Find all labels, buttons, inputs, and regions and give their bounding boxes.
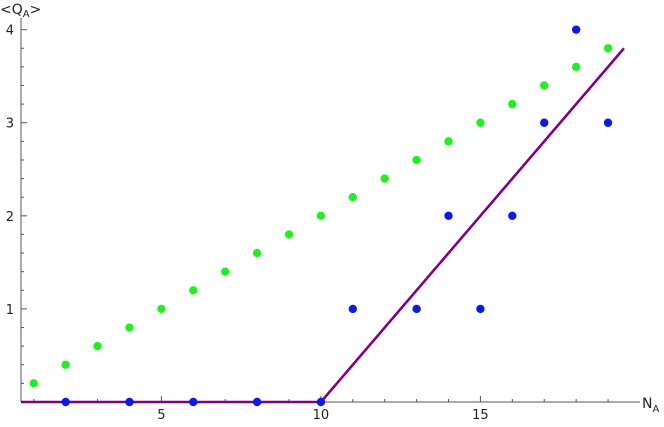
y-tick-label: 1 (6, 303, 14, 318)
ticks (21, 29, 609, 402)
y-axis-title-subscript: A (23, 9, 30, 20)
data-point (380, 174, 389, 183)
data-point (93, 341, 102, 351)
y-tick-label: 2 (6, 210, 14, 225)
data-point (61, 360, 70, 369)
data-point (220, 267, 230, 276)
data-point (252, 248, 262, 258)
data-point (540, 118, 549, 127)
axes (20, 18, 640, 403)
y-axis-title: <QA> (0, 2, 41, 20)
x-axis-title-main: N (642, 396, 652, 412)
y-axis-title-prefix: <Q (0, 2, 23, 18)
series-layer (21, 25, 625, 407)
data-point (476, 118, 485, 127)
data-point (348, 193, 358, 202)
data-point (29, 379, 38, 388)
data-point (316, 397, 326, 407)
data-point (603, 118, 613, 127)
data-point (444, 211, 453, 221)
data-point (412, 155, 421, 165)
data-point (316, 211, 326, 221)
data-point (508, 99, 517, 109)
x-axis-title: NA (642, 396, 659, 415)
data-point (412, 304, 421, 314)
y-axis-title-suffix: > (30, 2, 42, 18)
data-point (252, 397, 262, 407)
data-point (444, 137, 453, 146)
data-point (189, 397, 198, 407)
data-point (348, 304, 358, 314)
y-tick-label: 4 (6, 24, 14, 39)
data-point (61, 397, 70, 407)
tick-labels: 5 10 15 1 2 3 4 (6, 24, 489, 423)
data-point (157, 304, 166, 314)
data-point (189, 286, 198, 295)
x-tick-label: 5 (157, 408, 165, 423)
data-point (476, 304, 485, 314)
data-point (603, 44, 613, 53)
scatter-series (61, 25, 613, 407)
data-point (571, 25, 581, 34)
y-tick-label: 3 (6, 117, 14, 132)
x-tick-label: 15 (472, 408, 489, 423)
data-point (125, 397, 134, 407)
x-axis-title-subscript: A (652, 404, 659, 415)
x-tick-label: 10 (313, 408, 330, 423)
scatter-series (29, 44, 613, 388)
data-point (284, 230, 294, 239)
data-point (508, 211, 517, 221)
data-point (540, 81, 549, 90)
data-point (571, 62, 581, 72)
trend-line (21, 47, 625, 404)
data-point (125, 323, 134, 332)
